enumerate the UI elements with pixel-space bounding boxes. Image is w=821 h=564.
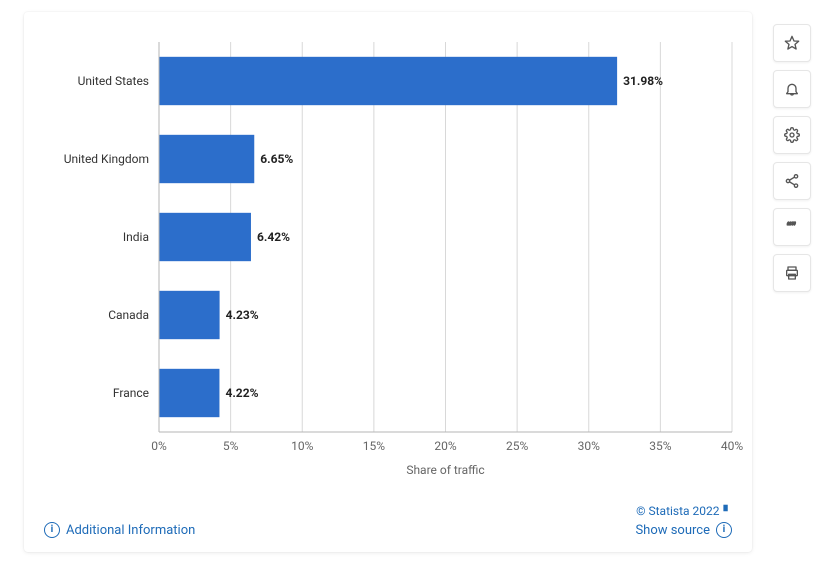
svg-text:35%: 35% xyxy=(649,439,671,453)
svg-text:10%: 10% xyxy=(291,439,313,453)
notify-button[interactable] xyxy=(773,70,811,108)
bar-chart: 0% 5% 10% 15% 20% 25% 30% 35% 40% United States 31… xyxy=(24,32,752,482)
svg-text:United Kingdom: United Kingdom xyxy=(64,152,149,166)
svg-text:4.22%: 4.22% xyxy=(225,386,258,400)
info-icon: i xyxy=(44,522,60,538)
svg-text:Canada: Canada xyxy=(108,308,149,322)
svg-text:India: India xyxy=(123,230,149,244)
additional-info-link[interactable]: i Additional Information xyxy=(44,522,195,538)
svg-text:20%: 20% xyxy=(434,439,456,453)
favorite-button[interactable] xyxy=(773,24,811,62)
svg-text:“”: “” xyxy=(787,220,796,234)
flag-icon: ▘ xyxy=(724,505,732,518)
svg-text:6.42%: 6.42% xyxy=(257,230,290,244)
svg-text:Share of traffic: Share of traffic xyxy=(406,463,484,477)
additional-info-label: Additional Information xyxy=(66,523,195,538)
svg-text:0%: 0% xyxy=(151,439,167,453)
svg-text:25%: 25% xyxy=(506,439,528,453)
chart-card: 0% 5% 10% 15% 20% 25% 30% 35% 40% United States 31… xyxy=(24,12,752,552)
svg-text:40%: 40% xyxy=(721,439,743,453)
cite-button[interactable]: “” xyxy=(773,208,811,246)
svg-text:15%: 15% xyxy=(363,439,385,453)
gear-icon xyxy=(784,127,800,143)
svg-text:France: France xyxy=(113,386,149,400)
svg-text:4.23%: 4.23% xyxy=(226,308,259,322)
chart-toolbar: “” xyxy=(773,24,811,292)
svg-text:31.98%: 31.98% xyxy=(623,74,663,88)
card-footer: i Additional Information © Statista 2022… xyxy=(44,496,732,540)
print-icon xyxy=(784,265,800,281)
share-button[interactable] xyxy=(773,162,811,200)
quote-icon: “” xyxy=(784,219,800,235)
show-source-link[interactable]: Show source i xyxy=(635,522,732,538)
copyright-link[interactable]: © Statista 2022 ▘ xyxy=(636,504,732,518)
share-icon xyxy=(784,173,800,189)
star-icon xyxy=(784,35,800,51)
copyright-label: © Statista 2022 xyxy=(636,504,719,518)
svg-text:30%: 30% xyxy=(578,439,600,453)
settings-button[interactable] xyxy=(773,116,811,154)
chart-area: 0% 5% 10% 15% 20% 25% 30% 35% 40% United States 31… xyxy=(24,32,752,482)
info-icon: i xyxy=(716,522,732,538)
print-button[interactable] xyxy=(773,254,811,292)
show-source-label: Show source xyxy=(635,523,710,538)
bell-icon xyxy=(784,81,800,97)
svg-text:6.65%: 6.65% xyxy=(260,152,293,166)
svg-text:5%: 5% xyxy=(223,439,239,453)
svg-text:United States: United States xyxy=(78,74,149,88)
